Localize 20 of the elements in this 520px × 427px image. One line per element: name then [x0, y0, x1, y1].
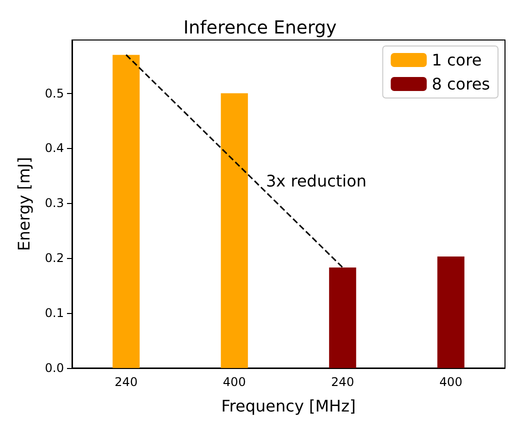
y-axis-title: Energy [mJ]: [14, 157, 34, 251]
bar: [112, 54, 140, 368]
y-tick-label: 0.5: [44, 86, 64, 100]
bar: [437, 256, 464, 368]
y-tick-label: 0.3: [44, 196, 64, 210]
x-tick-label: 240: [331, 375, 354, 389]
y-tick-label: 0.2: [44, 251, 64, 266]
legend-label: 1 core: [432, 50, 482, 70]
bar: [220, 93, 248, 368]
legend-label: 8 cores: [432, 74, 490, 94]
chart-title: Inference Energy: [183, 18, 338, 38]
x-tick-label: 400: [439, 375, 462, 389]
x-tick-label: 240: [114, 375, 138, 389]
y-tick-label: 0.4: [44, 141, 64, 156]
y-tick-label: 0.0: [44, 361, 64, 375]
y-tick-label: 0.1: [44, 306, 64, 320]
x-tick-label: 400: [222, 375, 246, 389]
bar: [329, 267, 356, 368]
x-axis-title: Frequency [MHz]: [221, 396, 356, 416]
annotation: 3x reduction: [266, 172, 367, 190]
